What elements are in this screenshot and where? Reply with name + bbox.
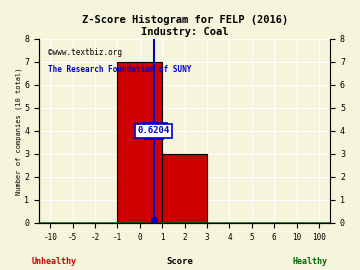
Text: The Research Foundation of SUNY: The Research Foundation of SUNY bbox=[48, 65, 191, 73]
Bar bbox=[162, 154, 207, 223]
Text: Healthy: Healthy bbox=[292, 257, 327, 266]
Text: ©www.textbiz.org: ©www.textbiz.org bbox=[48, 48, 122, 57]
Bar bbox=[117, 62, 162, 223]
Text: Score: Score bbox=[167, 257, 193, 266]
Title: Z-Score Histogram for FELP (2016)
Industry: Coal: Z-Score Histogram for FELP (2016) Indust… bbox=[81, 15, 288, 37]
Text: 0.6204: 0.6204 bbox=[138, 126, 170, 135]
Text: Unhealthy: Unhealthy bbox=[32, 257, 76, 266]
Y-axis label: Number of companies (10 total): Number of companies (10 total) bbox=[15, 67, 22, 195]
